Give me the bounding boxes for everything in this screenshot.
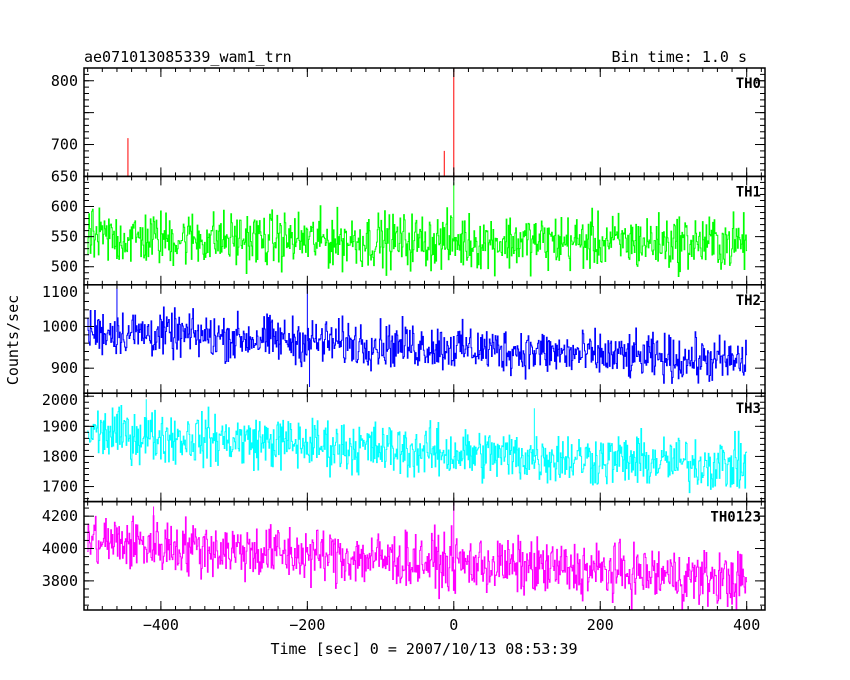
y-tick-label: 4000 — [42, 540, 78, 558]
panel-name-label: TH0 — [736, 76, 761, 92]
panel-frame — [83, 67, 766, 178]
panel-name-label: TH0123 — [710, 510, 761, 526]
series-line-th1 — [87, 182, 748, 277]
series-line-th0 — [127, 68, 455, 177]
panel-name-label: TH3 — [736, 401, 761, 417]
panel-th1: 500 550 600 TH1 — [51, 175, 766, 286]
series-line-th3 — [87, 399, 748, 494]
panel-th2: 900 1000 1100 TH2 — [42, 283, 766, 394]
panel-frame — [83, 175, 766, 286]
y-tick-label: 500 — [51, 258, 78, 276]
y-tick-label: 1100 — [42, 283, 78, 301]
x-axis: −400 −200 0 200 400 — [143, 616, 760, 634]
panel-name-label: TH2 — [736, 293, 761, 309]
panels-group: 650 700 800 TH0 500 550 600 TH1 900 1000 1100 TH2 17… — [42, 67, 766, 611]
x-axis-label: Time [sec] 0 = 2007/10/13 08:53:39 — [270, 640, 577, 658]
chart-title-right: Bin time: 1.0 s — [612, 48, 747, 66]
x-tick-label: 0 — [449, 616, 458, 634]
y-tick-label: 1000 — [42, 317, 78, 335]
x-tick-label: 200 — [587, 616, 614, 634]
series-line-th2 — [87, 284, 748, 387]
panel-th0: 650 700 800 TH0 — [51, 67, 766, 185]
y-tick-label: 1800 — [42, 447, 78, 465]
panel-frame — [83, 284, 766, 394]
y-tick-label: 1700 — [42, 478, 78, 496]
x-tick-label: −400 — [143, 616, 179, 634]
chart-title-left: ae071013085339_wam1_trn — [84, 48, 292, 66]
panel-th3: 1700 1800 1900 2000 TH3 — [42, 391, 766, 503]
y-tick-label: 3800 — [42, 572, 78, 590]
panel-th0123: 3800 4000 4200 TH0123 — [42, 500, 766, 611]
y-tick-label: 1900 — [42, 417, 78, 435]
y-tick-label: 650 — [51, 167, 78, 185]
series-line-th0123 — [87, 501, 748, 611]
y-tick-label: 900 — [51, 359, 78, 377]
y-tick-label: 550 — [51, 228, 78, 246]
y-tick-label: 4200 — [42, 507, 78, 525]
y-tick-label: 2000 — [42, 391, 78, 409]
x-tick-label: −200 — [289, 616, 325, 634]
y-tick-label: 800 — [51, 72, 78, 90]
panel-name-label: TH1 — [736, 184, 761, 200]
y-tick-label: 700 — [51, 136, 78, 154]
y-tick-label: 600 — [51, 198, 78, 216]
y-axis-label: Counts/sec — [4, 295, 22, 385]
x-tick-label: 400 — [733, 616, 760, 634]
